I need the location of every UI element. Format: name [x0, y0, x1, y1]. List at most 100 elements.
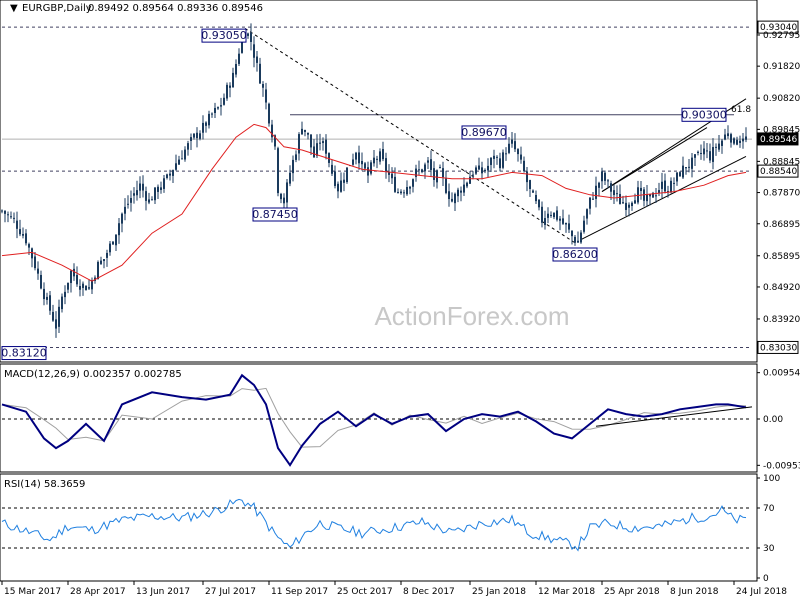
candle-body	[199, 133, 201, 139]
candle-body	[706, 150, 708, 152]
candle-body	[493, 155, 495, 159]
candle-body	[532, 190, 534, 193]
candle-body	[463, 184, 465, 193]
candle-body	[118, 223, 120, 236]
candle-body	[253, 44, 255, 58]
candle-body	[325, 139, 327, 154]
candle-body	[454, 193, 456, 204]
candle-body	[727, 133, 729, 137]
candle-body	[676, 172, 678, 182]
candle-body	[679, 172, 681, 177]
candle-body	[172, 170, 174, 176]
candle-body	[64, 291, 66, 298]
candle-body	[37, 268, 39, 274]
candle-body	[538, 199, 540, 208]
candle-body	[433, 168, 435, 180]
candle-body	[112, 241, 114, 245]
x-axis-tick-label: 13 Jun 2017	[136, 587, 190, 597]
candle-body	[442, 168, 444, 178]
x-axis-tick-label: 8 Dec 2017	[403, 587, 455, 597]
x-axis-tick-label: 8 Jun 2018	[670, 587, 719, 597]
candle-body	[694, 154, 696, 158]
candle-body	[535, 194, 537, 202]
candle-body	[487, 165, 489, 171]
candle-body	[445, 178, 447, 193]
candle-body	[307, 132, 309, 135]
candle-body	[154, 187, 156, 201]
candle-body	[97, 261, 99, 280]
candle-body	[370, 162, 372, 174]
candle-body	[637, 187, 639, 203]
candle-body	[190, 137, 192, 141]
candle-body	[646, 194, 648, 202]
x-axis-tick-label: 15 Mar 2017	[4, 587, 61, 597]
candle-body	[34, 256, 36, 269]
candle-body	[424, 164, 426, 172]
candle-body	[235, 64, 237, 75]
candle-body	[277, 148, 279, 194]
candle-body	[133, 193, 135, 196]
candle-body	[622, 202, 624, 204]
header-symbol: EURGBP,Daily	[22, 3, 92, 14]
candle-body	[58, 306, 60, 327]
candle-body	[721, 140, 723, 146]
candle-body	[562, 218, 564, 224]
candle-body	[688, 166, 690, 168]
candle-body	[724, 134, 726, 140]
x-axis-tick-label: 11 Sep 2017	[271, 587, 328, 597]
x-axis-tick-label: 12 Mar 2018	[538, 587, 595, 597]
macd-axis-tick-label: -0.009538	[763, 461, 800, 471]
candle-body	[55, 319, 57, 329]
candle-body	[400, 191, 402, 194]
price-annotation-box	[461, 125, 507, 140]
candle-body	[52, 311, 54, 321]
header-arrow: ▼	[10, 3, 18, 14]
candle-body	[448, 191, 450, 200]
candle-body	[376, 158, 378, 160]
candle-body	[418, 169, 420, 171]
candle-body	[505, 153, 507, 155]
candle-body	[397, 191, 399, 193]
candle-body	[223, 97, 225, 105]
candle-body	[367, 167, 369, 176]
candle-body	[127, 203, 129, 205]
candle-body	[700, 152, 702, 154]
price-annotation-label: 0.83120	[1, 347, 47, 360]
price-axis-tick-label: 0.88845	[763, 157, 800, 167]
x-axis-tick-label: 24 Jul 2018	[736, 587, 787, 597]
candle-body	[730, 134, 732, 143]
candle-body	[352, 159, 354, 165]
candle-body	[499, 158, 501, 169]
macd-signal-line	[1, 387, 747, 448]
candle-body	[553, 212, 555, 218]
candle-body	[508, 143, 510, 153]
candle-body	[130, 198, 132, 203]
price-candles	[1, 23, 747, 338]
candle-body	[388, 171, 390, 175]
rsi-line	[1, 498, 747, 552]
candle-body	[181, 158, 183, 160]
macd-line	[1, 373, 747, 467]
candle-body	[469, 176, 471, 184]
candle-body	[10, 216, 12, 218]
price-axis-tick-label: 0.87870	[763, 189, 800, 199]
candle-body	[511, 139, 513, 144]
candle-body	[319, 142, 321, 144]
candle-body	[595, 185, 597, 199]
candle-body	[295, 154, 297, 160]
candle-body	[556, 210, 558, 220]
candle-body	[742, 138, 744, 142]
candle-body	[478, 165, 480, 170]
candle-body	[220, 105, 222, 107]
candle-body	[403, 192, 405, 194]
price-axis-tick-label: 0.85895	[763, 252, 800, 262]
candle-body	[280, 193, 282, 200]
rsi-axis-tick-label: 30	[763, 544, 775, 554]
rsi-indicator: 100 70 30 0	[1, 474, 780, 584]
candle-body	[73, 268, 75, 277]
candle-body	[79, 285, 81, 290]
price-annotation-box	[1, 346, 47, 361]
candle-body	[268, 103, 270, 124]
price-annotation-box	[252, 207, 298, 222]
candle-body	[661, 181, 663, 189]
